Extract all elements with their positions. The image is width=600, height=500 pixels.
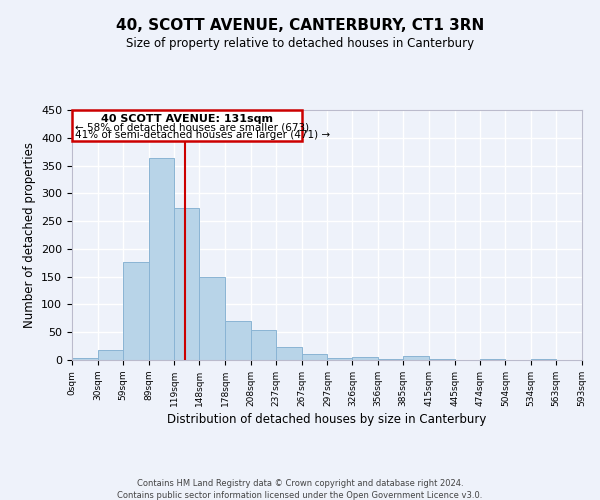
Bar	[328, 358, 352, 360]
Text: 41% of semi-detached houses are larger (471) →: 41% of semi-detached houses are larger (…	[76, 130, 331, 140]
Text: Contains public sector information licensed under the Open Government Licence v3: Contains public sector information licen…	[118, 491, 482, 500]
FancyBboxPatch shape	[72, 110, 302, 140]
Bar	[479, 359, 505, 360]
Bar	[123, 262, 149, 360]
Bar	[403, 356, 429, 360]
Bar	[149, 158, 175, 360]
Text: ← 58% of detached houses are smaller (673): ← 58% of detached houses are smaller (67…	[76, 122, 310, 132]
Text: 40 SCOTT AVENUE: 131sqm: 40 SCOTT AVENUE: 131sqm	[101, 114, 273, 124]
Text: Size of property relative to detached houses in Canterbury: Size of property relative to detached ho…	[126, 38, 474, 51]
Bar	[98, 350, 123, 360]
Bar	[225, 321, 251, 360]
X-axis label: Distribution of detached houses by size in Canterbury: Distribution of detached houses by size …	[167, 413, 487, 426]
Bar	[276, 347, 302, 360]
Bar	[199, 276, 225, 360]
Text: Contains HM Land Registry data © Crown copyright and database right 2024.: Contains HM Land Registry data © Crown c…	[137, 479, 463, 488]
Text: 40, SCOTT AVENUE, CANTERBURY, CT1 3RN: 40, SCOTT AVENUE, CANTERBURY, CT1 3RN	[116, 18, 484, 32]
Bar	[302, 354, 328, 360]
Y-axis label: Number of detached properties: Number of detached properties	[23, 142, 35, 328]
Bar	[251, 330, 276, 360]
Bar	[175, 208, 199, 360]
Bar	[72, 358, 98, 360]
Bar	[352, 356, 378, 360]
